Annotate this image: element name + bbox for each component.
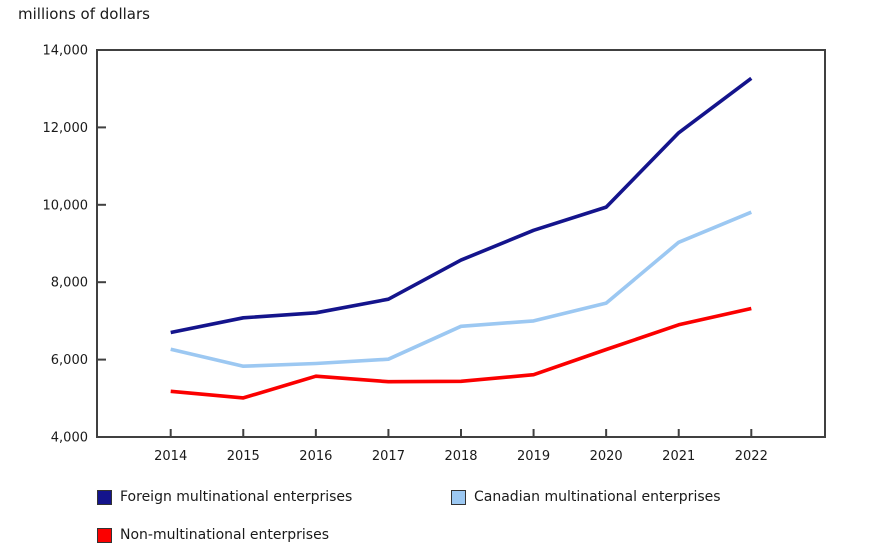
x-axis-tick-label: 2014 xyxy=(154,449,187,464)
plot-border xyxy=(96,49,826,438)
series-line-1 xyxy=(170,210,752,369)
x-axis-tick-label: 2018 xyxy=(444,449,477,464)
y-axis-tick-label: 14,000 xyxy=(43,44,89,59)
x-axis-tick-label: 2019 xyxy=(517,449,550,464)
chart-title: millions of dollars xyxy=(18,5,150,23)
y-axis-tick-label: 10,000 xyxy=(43,198,89,213)
legend-swatch-non-mne xyxy=(97,527,112,543)
y-axis-tick-label: 4,000 xyxy=(51,431,88,446)
line-chart: 14,000 12,000 10,000 8,000 6,000 4,000 2014 201… xyxy=(43,44,826,464)
x-axis-tick-label: 2021 xyxy=(662,449,695,464)
legend-label-foreign: Foreign multinational enterprises xyxy=(120,489,353,505)
x-axis-tick-label: 2016 xyxy=(299,449,332,464)
legend-swatch-foreign xyxy=(97,489,112,505)
legend-item-canadian: Canadian multinational enterprises xyxy=(451,489,721,505)
y-axis-tick-label: 8,000 xyxy=(51,276,88,291)
y-axis-tick-label: 6,000 xyxy=(51,353,88,368)
legend-item-foreign: Foreign multinational enterprises xyxy=(97,489,352,505)
x-axis-tick-label: 2017 xyxy=(372,449,405,464)
x-axis-tick-label: 2020 xyxy=(590,449,623,464)
x-axis-tick-label: 2022 xyxy=(735,449,768,464)
series-line-0 xyxy=(170,76,753,335)
series-line-2 xyxy=(170,306,752,400)
x-axis-tick-label: 2015 xyxy=(227,449,260,464)
legend-swatch-canadian xyxy=(451,489,466,505)
legend-item-non-mne: Non-multinational enterprises xyxy=(97,527,329,543)
y-axis-tick-label: 12,000 xyxy=(43,121,89,136)
legend-label-non-mne: Non-multinational enterprises xyxy=(120,527,330,543)
legend-label-canadian: Canadian multinational enterprises xyxy=(474,489,721,505)
